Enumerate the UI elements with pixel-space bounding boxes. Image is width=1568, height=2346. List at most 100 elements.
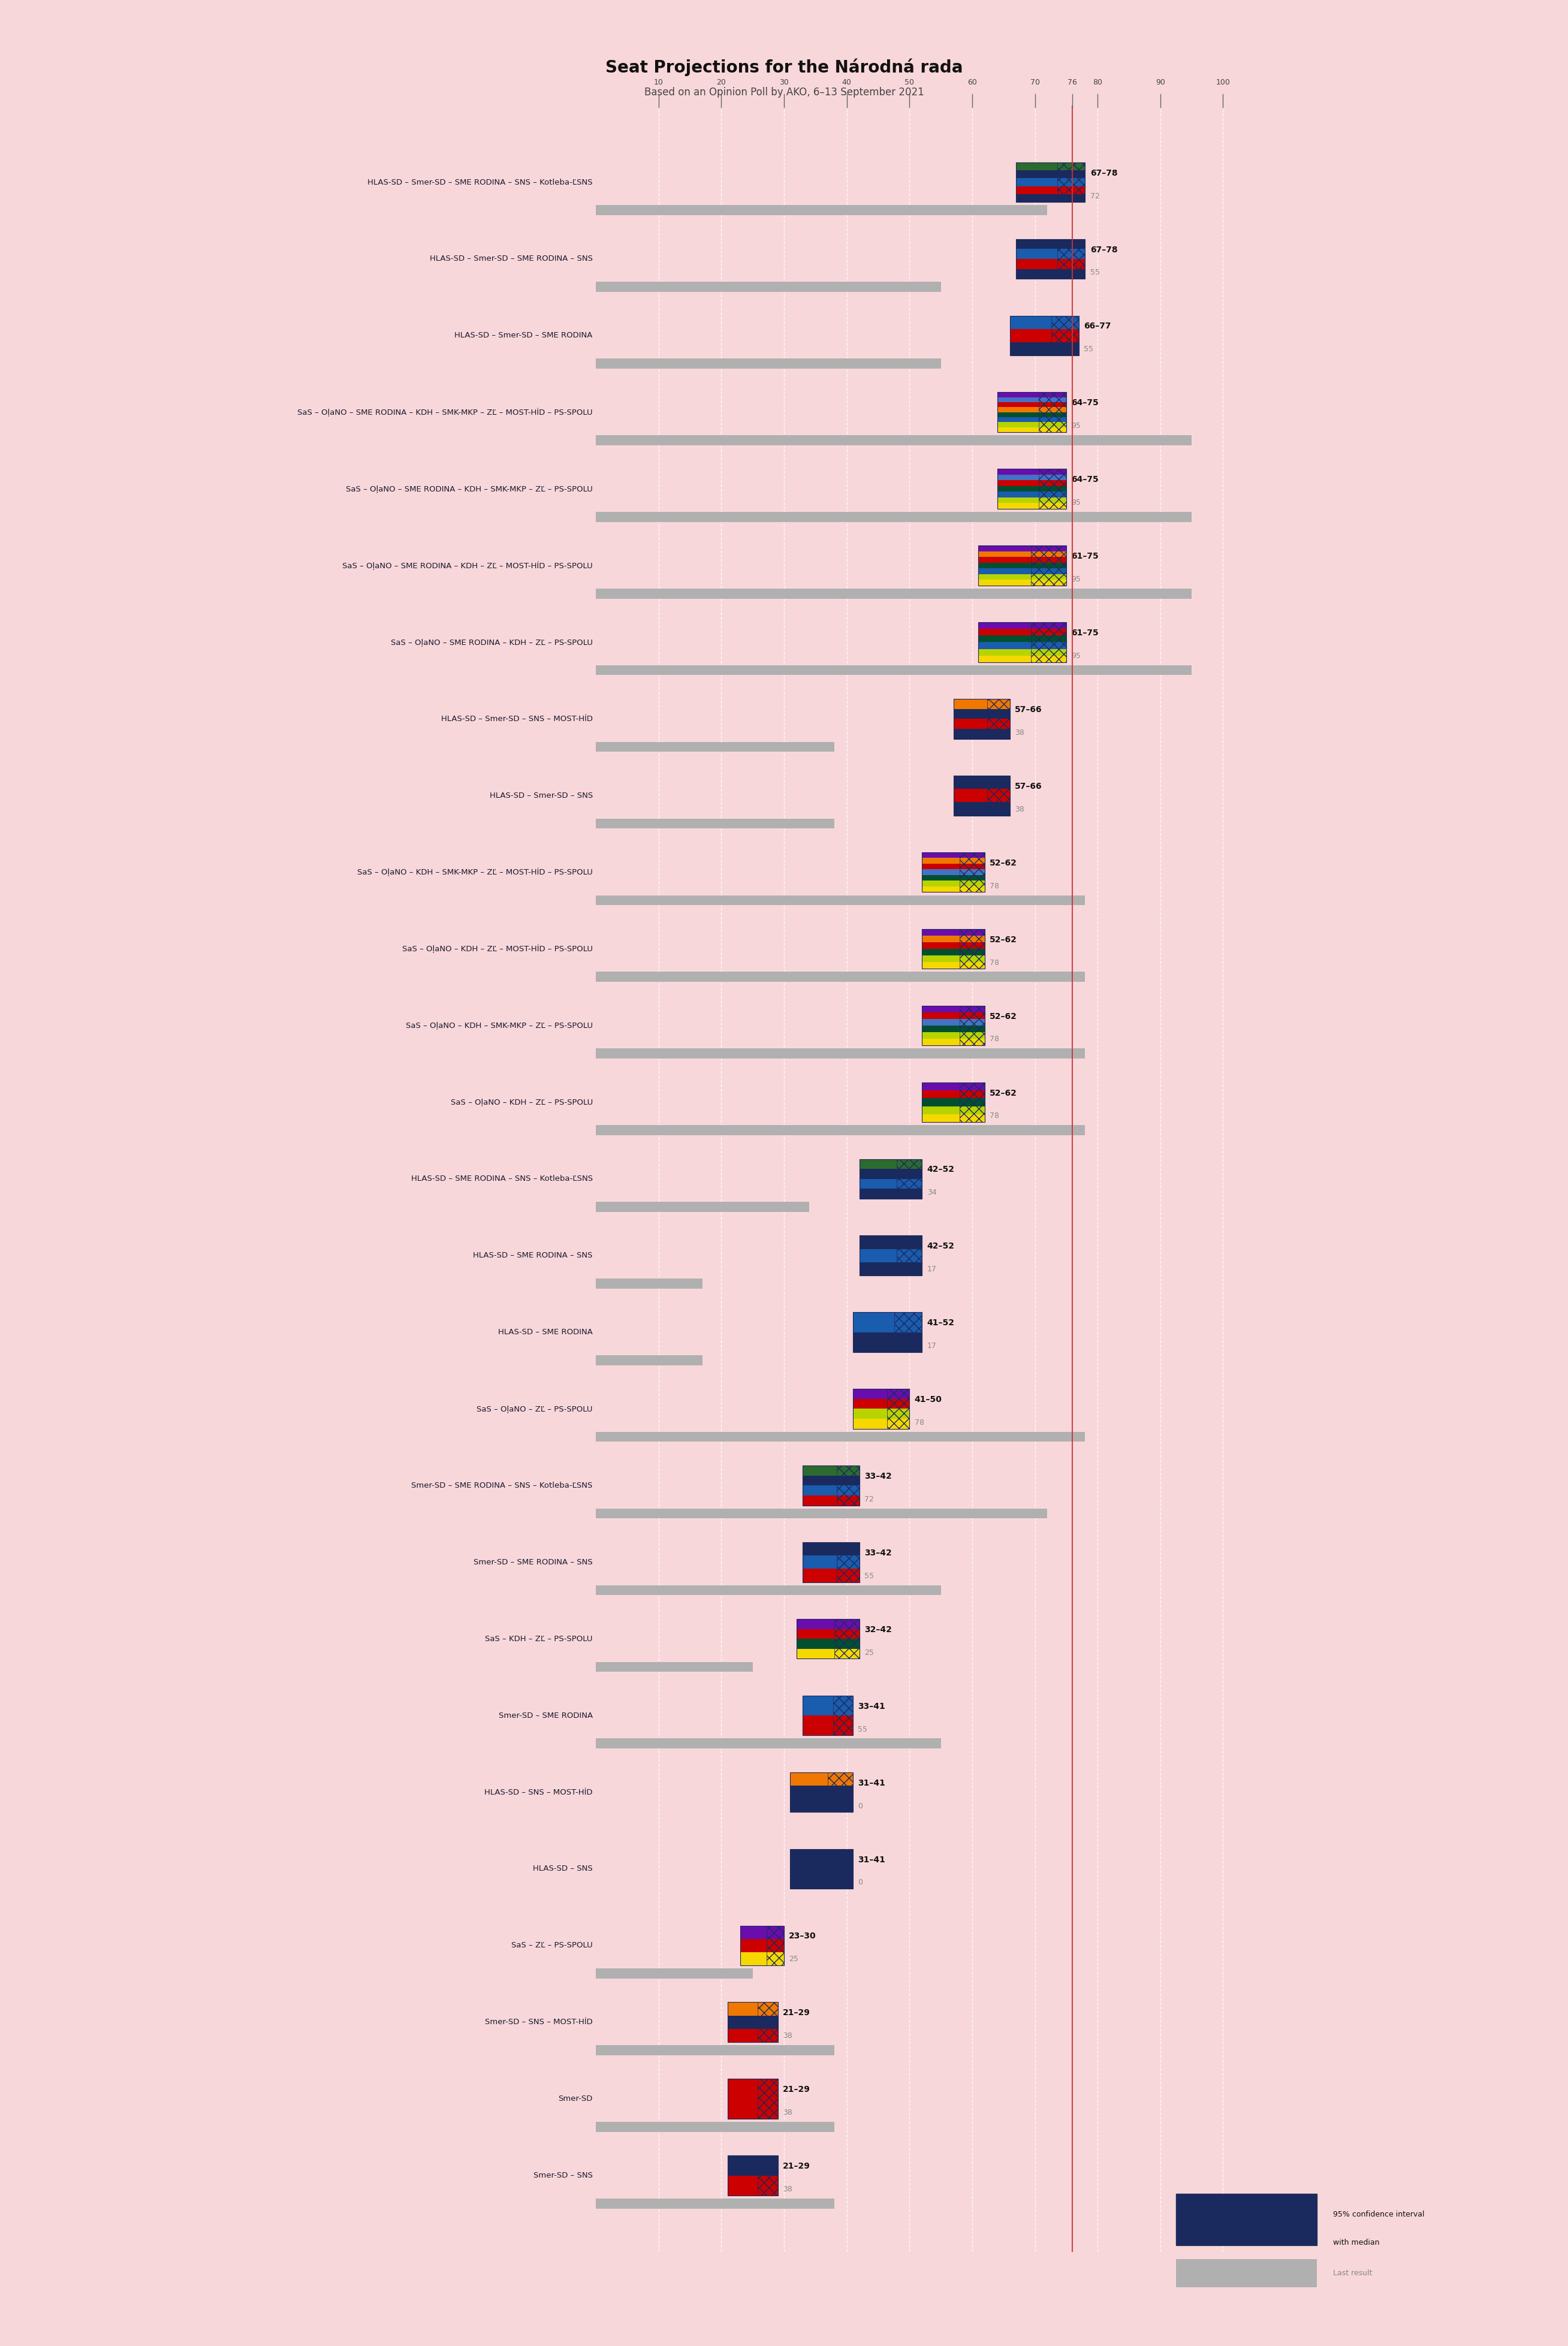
Bar <box>922 863 985 870</box>
Text: HLAS-SD – Smer-SD – SME RODINA: HLAS-SD – Smer-SD – SME RODINA <box>455 331 593 340</box>
Bar <box>922 880 985 887</box>
Bar <box>859 1189 922 1199</box>
Bar <box>922 1025 985 1032</box>
Bar <box>596 1968 753 1978</box>
Text: 41–50: 41–50 <box>914 1396 942 1403</box>
Bar <box>1016 270 1085 279</box>
Bar <box>922 1082 985 1121</box>
Bar <box>596 1738 941 1748</box>
Bar <box>859 1248 922 1262</box>
Bar <box>1038 392 1066 432</box>
Bar <box>997 493 1066 497</box>
Bar <box>997 469 1066 509</box>
Bar <box>1016 171 1085 178</box>
Bar <box>728 2001 778 2041</box>
Bar <box>953 777 1010 788</box>
Bar <box>837 1466 859 1506</box>
Bar <box>1016 162 1085 171</box>
Bar <box>596 2198 834 2208</box>
Bar <box>922 1091 985 1098</box>
Bar <box>757 2156 778 2196</box>
Text: 64–75: 64–75 <box>1071 399 1099 408</box>
Text: SaS – OļaNO – SME RODINA – KDH – SMK-MKP – ZĽ – MOST-HÍD – PS-SPOLU: SaS – OļaNO – SME RODINA – KDH – SMK-MKP… <box>298 408 593 418</box>
Text: 23–30: 23–30 <box>789 1933 817 1940</box>
Bar <box>596 896 1085 906</box>
Bar <box>922 887 985 891</box>
Text: 61–75: 61–75 <box>1071 629 1099 638</box>
Bar <box>997 474 1066 481</box>
Bar <box>922 1114 985 1121</box>
Bar <box>988 777 1010 816</box>
Bar <box>728 2079 778 2118</box>
Text: 61–75: 61–75 <box>1071 551 1099 561</box>
Text: 21–29: 21–29 <box>782 2086 811 2095</box>
Bar <box>897 1159 922 1199</box>
Bar <box>922 1032 985 1039</box>
Text: 10: 10 <box>654 80 663 87</box>
Text: Smer-SD – SME RODINA – SNS: Smer-SD – SME RODINA – SNS <box>474 1558 593 1567</box>
Text: 52–62: 52–62 <box>989 936 1018 943</box>
Bar <box>953 718 1010 730</box>
Bar <box>1016 178 1085 185</box>
Bar <box>922 1006 985 1046</box>
Text: 76: 76 <box>1068 80 1077 87</box>
Text: 50: 50 <box>905 80 914 87</box>
Text: 42–52: 42–52 <box>927 1166 955 1173</box>
Text: 78: 78 <box>989 882 999 889</box>
Text: 57–66: 57–66 <box>1014 706 1043 713</box>
Bar <box>997 486 1066 493</box>
Text: 0: 0 <box>858 1879 862 1886</box>
Bar <box>859 1236 922 1248</box>
Text: SaS – OļaNO – KDH – ZĽ – PS-SPOLU: SaS – OļaNO – KDH – ZĽ – PS-SPOLU <box>450 1098 593 1105</box>
Text: Seat Projections for the Národná rada: Seat Projections for the Národná rada <box>605 59 963 77</box>
Bar <box>978 547 1066 586</box>
Bar <box>953 699 1010 708</box>
Bar <box>1051 317 1079 357</box>
Bar <box>790 1849 853 1870</box>
Bar <box>997 392 1066 396</box>
Text: HLAS-SD – SME RODINA: HLAS-SD – SME RODINA <box>499 1328 593 1337</box>
Text: HLAS-SD – Smer-SD – SNS: HLAS-SD – Smer-SD – SNS <box>489 791 593 800</box>
Bar <box>1016 162 1085 202</box>
Bar <box>803 1485 859 1494</box>
Bar <box>978 655 1066 662</box>
Bar <box>828 1771 853 1811</box>
Bar <box>803 1541 859 1581</box>
Bar <box>960 1082 985 1121</box>
Bar <box>922 875 985 880</box>
Bar <box>1016 239 1085 249</box>
Bar <box>960 852 985 891</box>
Bar <box>960 929 985 969</box>
Text: 52–62: 52–62 <box>989 1011 1018 1021</box>
Bar <box>953 777 1010 816</box>
Bar <box>953 788 1010 802</box>
Bar <box>922 948 985 955</box>
Bar <box>596 1049 1085 1058</box>
Bar <box>997 418 1066 422</box>
Bar <box>740 1926 784 1966</box>
Bar <box>596 436 1192 446</box>
Bar <box>828 1849 853 1889</box>
Bar <box>922 1006 985 1011</box>
Bar <box>596 204 1047 216</box>
Bar <box>997 422 1066 427</box>
Bar <box>1010 328 1079 343</box>
Bar <box>978 563 1066 568</box>
Bar <box>803 1541 859 1555</box>
Text: 33–42: 33–42 <box>864 1473 892 1480</box>
Text: 70: 70 <box>1030 80 1040 87</box>
Bar <box>997 481 1066 486</box>
Text: 55: 55 <box>858 1724 867 1734</box>
Text: 32–42: 32–42 <box>864 1626 892 1633</box>
Bar <box>596 819 834 828</box>
Text: HLAS-SD – Smer-SD – SME RODINA – SNS – Kotleba-ĽSNS: HLAS-SD – Smer-SD – SME RODINA – SNS – K… <box>367 178 593 185</box>
Bar <box>853 1389 909 1429</box>
Bar <box>767 1926 784 1966</box>
Text: 52–62: 52–62 <box>989 859 1018 868</box>
Bar <box>797 1649 859 1659</box>
Text: 78: 78 <box>989 1112 999 1119</box>
Bar <box>803 1555 859 1569</box>
Bar <box>997 401 1066 408</box>
Bar <box>596 1431 1085 1443</box>
Bar <box>978 629 1066 636</box>
